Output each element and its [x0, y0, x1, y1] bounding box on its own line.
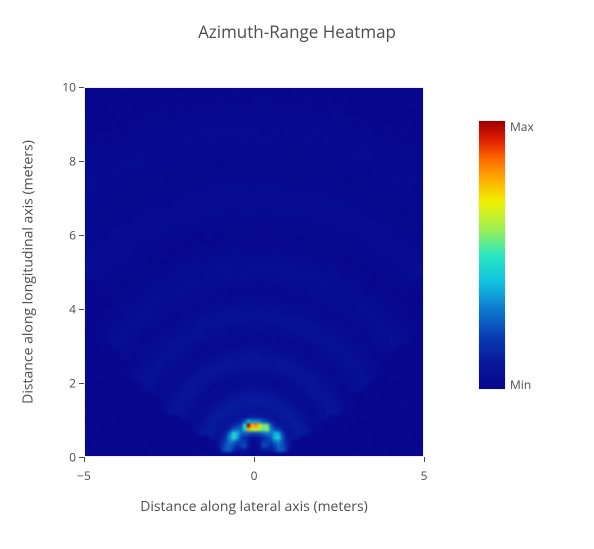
y-tick-mark	[79, 161, 84, 162]
x-axis-label: Distance along lateral axis (meters)	[140, 497, 368, 516]
y-tick-label: 6	[54, 227, 76, 244]
x-tick-mark	[254, 457, 255, 462]
x-tick-label: 5	[421, 467, 428, 484]
chart-title: Azimuth-Range Heatmap	[0, 20, 594, 43]
chart-stage: Azimuth-Range Heatmap Distance along lon…	[0, 0, 594, 549]
x-tick-mark	[84, 457, 85, 462]
y-tick-label: 10	[54, 79, 76, 96]
colorbar-min-label: Min	[510, 376, 531, 393]
y-tick-mark	[79, 87, 84, 88]
y-tick-mark	[79, 309, 84, 310]
y-tick-mark	[79, 383, 84, 384]
x-tick-label: −5	[77, 467, 91, 484]
y-tick-label: 2	[54, 375, 76, 392]
y-tick-label: 8	[54, 153, 76, 170]
heatmap-canvas	[84, 87, 424, 457]
y-tick-label: 0	[54, 449, 76, 466]
colorbar-canvas	[478, 120, 506, 390]
heatmap-plot	[84, 87, 424, 457]
x-tick-label: 0	[251, 467, 258, 484]
x-tick-mark	[424, 457, 425, 462]
y-tick-label: 4	[54, 301, 76, 318]
y-tick-mark	[79, 235, 84, 236]
colorbar-max-label: Max	[510, 118, 534, 135]
colorbar: Max Min	[478, 120, 506, 390]
y-axis-label: Distance along longitudinal axis (meters…	[19, 140, 38, 404]
